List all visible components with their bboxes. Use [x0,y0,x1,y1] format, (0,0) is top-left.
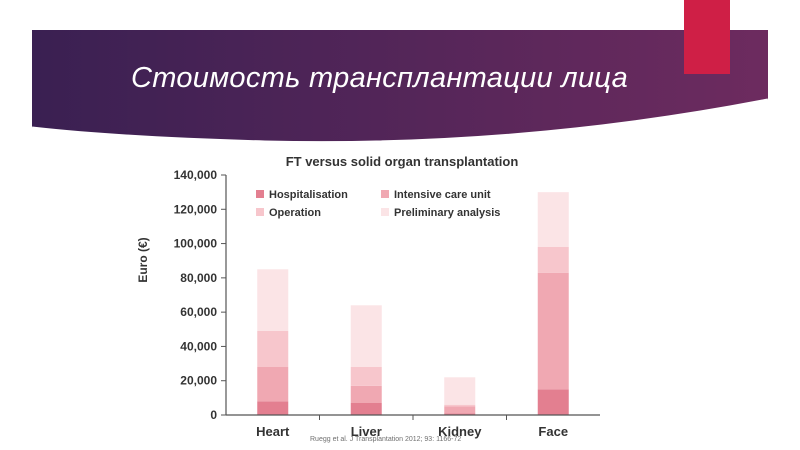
citation: Ruegg et al. J Transplantation 2012; 93:… [310,436,462,443]
legend-swatch [256,208,264,216]
bar-segment [444,404,476,407]
axes-layer: 0 20,000 40,000 60,000 80,000 100,000 120,000 1… [174,168,600,439]
legend-swatch [256,190,264,198]
legend-label: Hospitalisation [269,189,348,201]
banner-shape [32,30,768,143]
legend-swatch [381,208,389,216]
bars-layer [257,192,569,415]
bar-segment [444,406,476,414]
slide-title: Стоимость трансплантации лица [131,62,629,94]
bar-segment [350,385,382,403]
banner-bottom-curve [31,98,769,145]
chart-title: FT versus solid organ transplantation [286,154,519,169]
bar-segment [257,331,289,367]
bar-segment [257,269,289,331]
bar-segment [257,401,289,415]
y-tick-label: 0 [210,408,217,422]
bar-segment [350,305,382,367]
x-tick-label: Liver [351,424,382,439]
bar-segment [444,377,476,405]
legend: Hospitalisation Intensive care unit Operat… [256,189,500,219]
bar-segment [537,272,569,390]
y-tick-label: 60,000 [180,305,217,319]
title-banner [31,30,769,145]
y-axis-label: Euro (€) [136,237,150,282]
y-tick-label: 120,000 [174,202,218,216]
legend-label: Intensive care unit [394,189,491,201]
legend-label: Operation [269,207,321,219]
accent-block [684,0,730,74]
y-tick-label: 20,000 [180,374,217,388]
bar-segment [350,367,382,386]
y-tick-label: 100,000 [174,237,218,251]
x-tick-label: Kidney [438,424,482,439]
bar-segment [257,367,289,402]
legend-swatch [381,190,389,198]
y-tick-label: 40,000 [180,339,217,353]
bar-segment [537,192,569,247]
bar-segment [444,413,476,415]
x-tick-label: Heart [256,424,290,439]
x-tick-label: Face [538,424,568,439]
y-tick-label: 80,000 [180,271,217,285]
y-tick-label: 140,000 [174,168,218,182]
bar-segment [537,247,569,273]
bar-segment [537,389,569,415]
legend-label: Preliminary analysis [394,207,500,219]
bar-segment [350,403,382,415]
